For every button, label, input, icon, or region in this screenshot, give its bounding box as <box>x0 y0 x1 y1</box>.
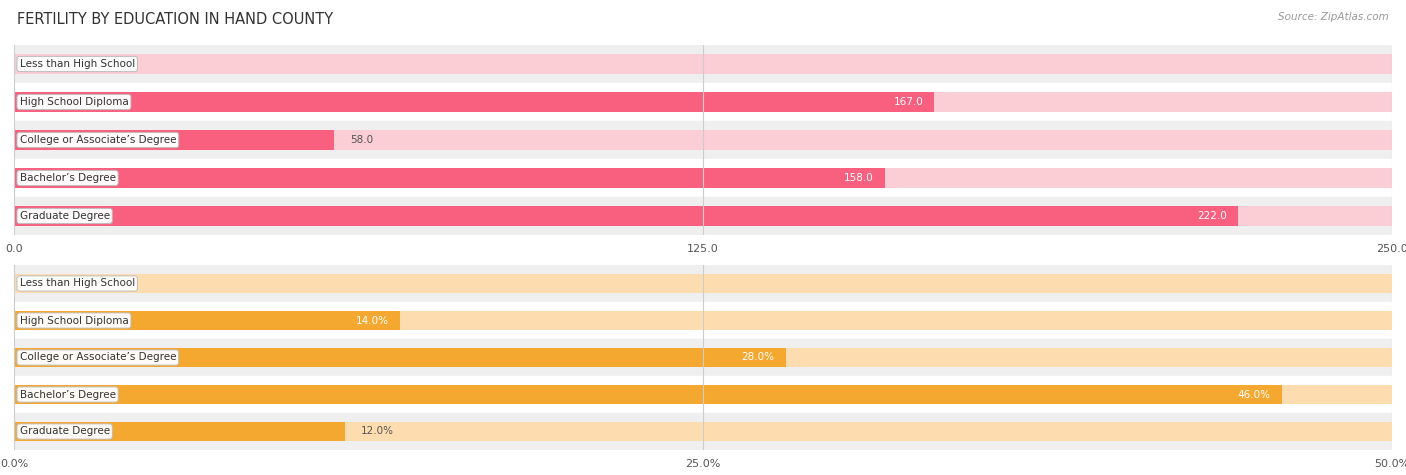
Bar <box>14 385 1282 404</box>
Text: 58.0: 58.0 <box>350 135 374 145</box>
Bar <box>14 45 1392 83</box>
Text: 167.0: 167.0 <box>894 97 924 107</box>
Text: 46.0%: 46.0% <box>1237 390 1271 399</box>
Text: 0.0: 0.0 <box>31 59 46 69</box>
Bar <box>14 92 1392 112</box>
Text: High School Diploma: High School Diploma <box>20 315 128 325</box>
Bar <box>14 376 1392 413</box>
Bar <box>14 422 344 441</box>
Bar <box>14 168 884 188</box>
Bar <box>14 311 1392 330</box>
Text: 222.0: 222.0 <box>1197 211 1226 221</box>
Text: Less than High School: Less than High School <box>20 59 135 69</box>
Text: College or Associate’s Degree: College or Associate’s Degree <box>20 135 176 145</box>
Bar <box>14 206 1237 226</box>
Bar <box>14 348 786 367</box>
Bar <box>14 130 1392 150</box>
Text: 0.0%: 0.0% <box>31 278 56 288</box>
Text: Bachelor’s Degree: Bachelor’s Degree <box>20 390 115 399</box>
Bar <box>14 168 1392 188</box>
Text: Graduate Degree: Graduate Degree <box>20 211 110 221</box>
Text: 158.0: 158.0 <box>844 173 875 183</box>
Bar <box>14 92 935 112</box>
Bar <box>14 54 1392 74</box>
Bar <box>14 83 1392 121</box>
Bar <box>14 265 1392 302</box>
Bar <box>14 422 1392 441</box>
Bar <box>14 302 1392 339</box>
Text: College or Associate’s Degree: College or Associate’s Degree <box>20 352 176 362</box>
Bar <box>14 413 1392 450</box>
Text: FERTILITY BY EDUCATION IN HAND COUNTY: FERTILITY BY EDUCATION IN HAND COUNTY <box>17 12 333 27</box>
Text: 28.0%: 28.0% <box>741 352 775 362</box>
Bar <box>14 274 1392 293</box>
Bar <box>14 121 1392 159</box>
Bar <box>14 385 1392 404</box>
Text: High School Diploma: High School Diploma <box>20 97 128 107</box>
Text: Source: ZipAtlas.com: Source: ZipAtlas.com <box>1278 12 1389 22</box>
Text: Bachelor’s Degree: Bachelor’s Degree <box>20 173 115 183</box>
Bar <box>14 159 1392 197</box>
Text: Less than High School: Less than High School <box>20 278 135 288</box>
Bar <box>14 311 399 330</box>
Bar <box>14 206 1392 226</box>
Text: Graduate Degree: Graduate Degree <box>20 427 110 437</box>
Bar <box>14 197 1392 235</box>
Text: 12.0%: 12.0% <box>361 427 394 437</box>
Text: 14.0%: 14.0% <box>356 315 389 325</box>
Bar <box>14 339 1392 376</box>
Bar <box>14 348 1392 367</box>
Bar <box>14 130 333 150</box>
